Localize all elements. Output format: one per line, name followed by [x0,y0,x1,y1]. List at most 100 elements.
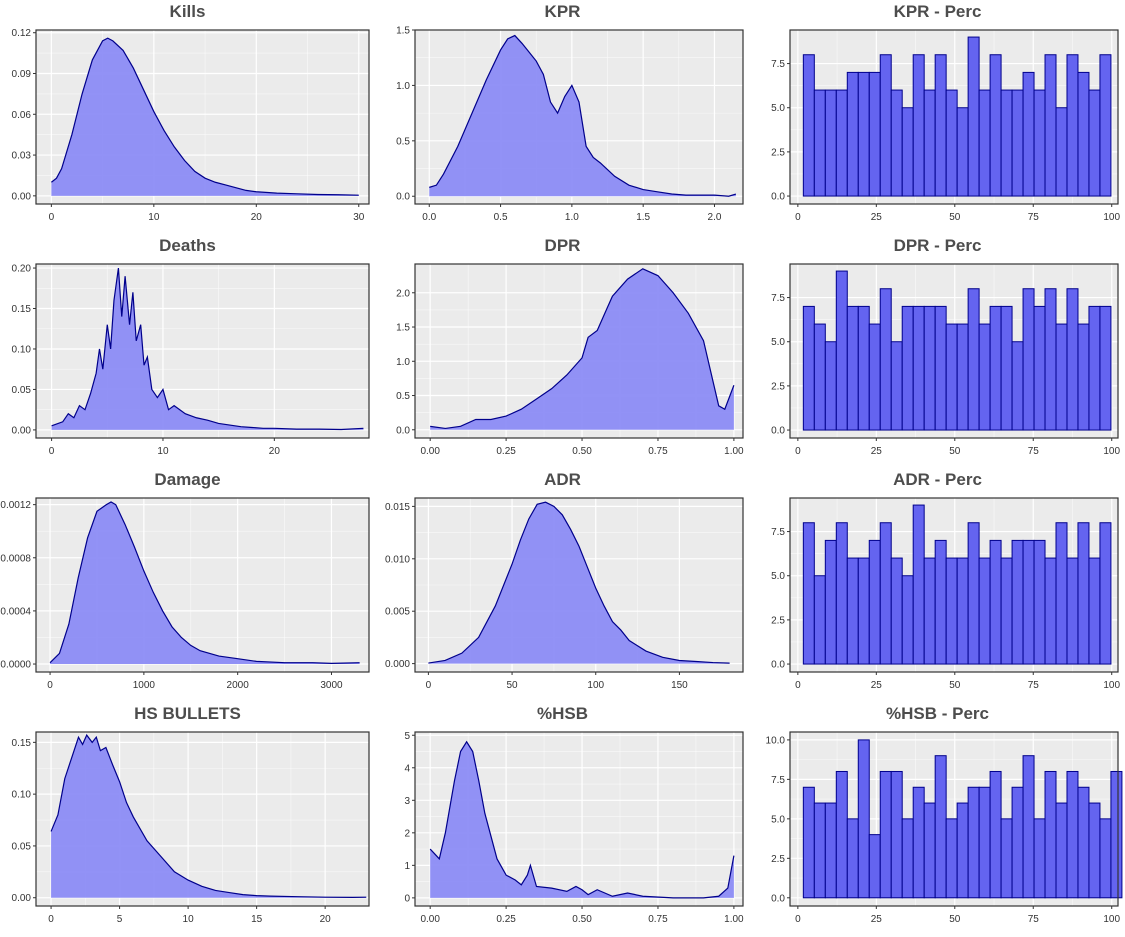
histogram-bar [857,557,870,665]
histogram-bar [879,54,892,197]
histogram-bar [890,89,903,197]
histogram-bar [824,539,837,665]
histogram-bar [1022,755,1035,899]
x-tick-label: 30 [353,212,365,223]
histogram-bar [1088,305,1101,431]
chart-svg: 0 25 50 75 100 0.0 2.5 5.0 7.5 [771,497,1121,691]
x-tick-label: 1.00 [724,446,744,457]
y-tick-label: 7.5 [771,59,785,70]
y-tick-label: 1.0 [396,81,410,92]
x-tick-label: 0 [795,446,801,457]
histogram-bar [802,786,815,899]
y-tick-label: 0.0 [771,192,785,203]
histogram-bar [901,575,914,665]
histogram-bar [824,341,837,431]
x-tick-label: 10 [183,914,195,925]
x-tick-label: 100 [1103,914,1120,925]
x-tick-label: 50 [949,914,961,925]
chart-svg: 0 25 50 75 100 0.0 2.5 5.0 7.5 [771,29,1121,223]
y-tick-label: 0.0 [396,425,410,436]
histogram-bar [967,786,980,899]
histogram-bar [1055,323,1068,431]
y-tick-label: 1.5 [396,323,410,334]
histogram-bar [868,834,881,899]
y-tick-label: 7.5 [771,527,785,538]
x-tick-label: 75 [1028,446,1040,457]
chart-panel: ADR - Perc 0 25 50 75 100 0.0 2.5 5.0 7.5 [750,468,1125,702]
plot-border [414,29,744,205]
plot-border [35,263,370,439]
x-tick-label: 0 [49,212,55,223]
histogram-bar [934,54,947,197]
y-tick-label: 0.09 [12,69,32,80]
x-tick-label: 25 [871,446,883,457]
chart-title: Kills [169,2,206,21]
histogram-bar [956,802,969,899]
x-tick-label: 1.5 [636,212,650,223]
plot-border [414,263,744,439]
y-tick-label: 0 [404,893,410,904]
histogram-bar [846,305,859,431]
y-tick-label: 0.10 [12,344,32,355]
histogram-bar [857,305,870,431]
histogram-bar [1044,770,1057,899]
histogram-bar [824,802,837,899]
x-tick-label: 75 [1028,914,1040,925]
y-tick-label: 0.15 [12,304,32,315]
histogram-bar [1044,557,1057,665]
histogram-bar [1099,522,1112,665]
histogram-bar [1044,288,1057,431]
histogram-bar [956,557,969,665]
x-tick-label: 0 [795,212,801,223]
x-tick-label: 0.25 [496,446,516,457]
histogram-bar [945,323,958,431]
chart-title: Damage [154,470,221,489]
x-tick-label: 0 [47,680,53,691]
y-tick-label: 0.0000 [0,660,31,671]
chart-svg: 0.00 0.25 0.50 0.75 1.00 0.0 0.5 1.0 1.5 2.0 [396,263,744,457]
y-tick-label: 0.00 [12,893,32,904]
density-line [429,34,737,197]
histogram-bar [1110,770,1123,899]
histogram-bar [1000,818,1013,899]
x-tick-label: 50 [949,680,961,691]
x-tick-label: 50 [506,680,518,691]
x-tick-label: 0.00 [420,914,440,925]
x-tick-label: 75 [1028,680,1040,691]
x-tick-label: 25 [871,914,883,925]
histogram-bar [923,557,936,665]
histogram-bar [1077,786,1090,899]
plot-border [789,29,1119,205]
y-tick-label: 2.5 [771,381,785,392]
x-tick-label: 20 [269,446,281,457]
chart-panel: %HSB 0.00 0.25 0.50 0.75 1.00 0 1 2 3 4 5 [375,702,750,936]
histogram-bar [846,557,859,665]
histogram-bar [945,89,958,197]
histogram-bar [1000,557,1013,665]
histogram-bar [934,305,947,431]
histogram-bar [1077,522,1090,665]
histogram-bar [923,89,936,197]
x-tick-label: 2000 [227,680,250,691]
x-tick-label: 2.0 [708,212,722,223]
plot-border [414,731,744,907]
x-tick-label: 0 [48,914,54,925]
y-tick-label: 0.20 [12,264,32,275]
histogram-bar [1055,107,1068,197]
plot-border [414,497,744,673]
histogram-bar [879,770,892,899]
histogram-bar [813,802,826,899]
y-tick-label: 0.0 [771,660,785,671]
histogram-bar [1099,818,1112,899]
histogram-bar [890,557,903,665]
chart-panel: ADR 0 50 100 150 0.000 0.005 0.010 0.015 [375,468,750,702]
y-tick-label: 5.0 [771,814,785,825]
histogram-bar [978,323,991,431]
y-tick-label: 0.0 [396,192,410,203]
histogram-bar [1022,288,1035,431]
histogram-bar [879,288,892,431]
histogram-bar [802,305,815,431]
chart-title: %HSB - Perc [886,704,989,723]
y-tick-label: 0.03 [12,151,32,162]
y-tick-label: 5.0 [771,337,785,348]
